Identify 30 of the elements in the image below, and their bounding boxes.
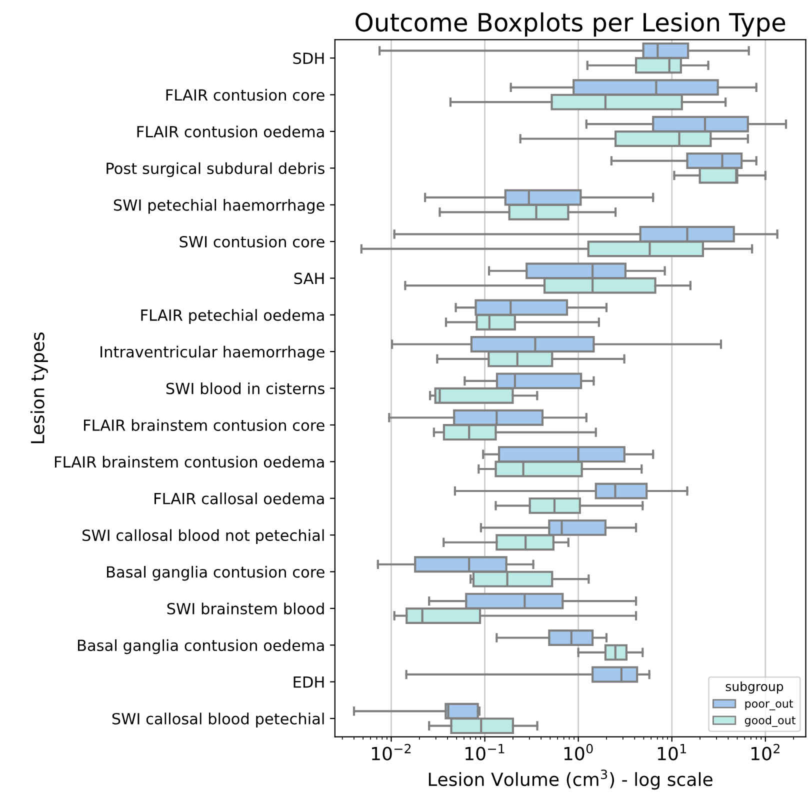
y-tick-label: FLAIR contusion oedema (137, 126, 324, 138)
y-tick-label: SWI petechial haemorrhage (114, 199, 324, 214)
x-tick-label: 10$^{1}$ (658, 744, 686, 760)
y-tick-label: SAH (294, 272, 324, 284)
legend-title: subgroup (726, 682, 784, 694)
y-tick-label: SWI blood in cisterns (166, 382, 324, 394)
x-axis-title: Lesion Volume (cm$^{3}$) - log scale (428, 770, 712, 790)
y-tick-label: SDH (293, 52, 324, 64)
y-tick-label: FLAIR brainstem contusion oedema (54, 456, 324, 468)
y-tick-label: SWI callosal blood not petechial (82, 529, 324, 544)
x-tick-label: 10$^{0}$ (564, 744, 593, 760)
y-tick-label: SWI callosal blood petechial (112, 712, 324, 728)
y-tick-label: FLAIR brainstem contusion core (84, 419, 324, 431)
y-tick-label: SWI contusion core (180, 236, 324, 248)
y-tick-label: Post surgical subdural debris (106, 162, 324, 178)
y-tick-label: Intraventricular haemorrhage (100, 346, 324, 361)
y-tick-label: EDH (294, 676, 324, 688)
legend-label: good_out (744, 716, 796, 727)
y-tick-label: FLAIR petechial oedema (141, 309, 324, 324)
x-tick-label: 10$^{−1}$ (466, 744, 504, 760)
y-axis-title: Lesion types (30, 332, 48, 444)
legend-label: poor_out (745, 700, 794, 710)
y-tick-label: Basal ganglia contusion oedema (78, 639, 324, 654)
chart-title: Outcome Boxplots per Lesion Type (356, 12, 786, 37)
y-tick-label: SWI brainstem blood (167, 602, 324, 614)
y-tick-label: Basal ganglia contusion core (107, 566, 324, 581)
y-tick-label: FLAIR callosal oedema (154, 492, 324, 504)
y-tick-label: FLAIR contusion core (166, 88, 324, 101)
x-tick-label: 10$^{2}$ (752, 744, 780, 760)
x-tick-label: 10$^{−2}$ (372, 744, 411, 760)
